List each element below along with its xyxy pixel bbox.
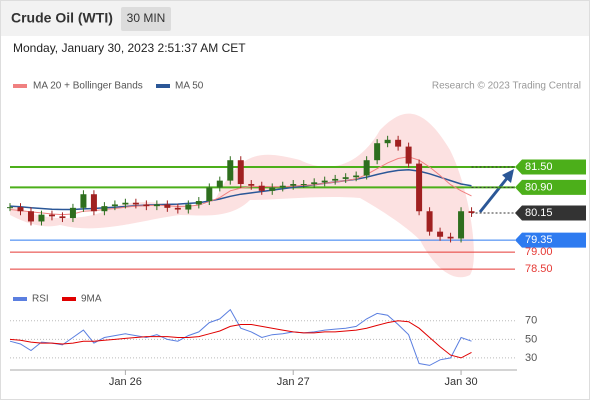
level-label: 80.15 [525, 207, 553, 219]
candle [59, 216, 66, 219]
candle [111, 204, 118, 207]
candle [132, 202, 139, 205]
interval-badge[interactable] [121, 7, 171, 31]
candle [153, 204, 160, 207]
candle [174, 207, 181, 210]
level-label: 79.35 [525, 234, 553, 246]
candle [447, 236, 454, 239]
candle [374, 143, 381, 161]
candle [290, 184, 297, 186]
x-tick-label: Jan 27 [277, 376, 310, 388]
legend-label: MA 20 + Bollinger Bands [33, 81, 143, 92]
candle [7, 207, 13, 209]
y-tick-label: 50 [525, 333, 537, 345]
candle [206, 187, 213, 202]
rsi-line [9, 320, 472, 359]
candle [321, 180, 328, 183]
candle [48, 214, 55, 217]
bollinger-band [10, 113, 474, 278]
candle [416, 163, 423, 212]
level-tag [515, 232, 586, 248]
candle [332, 178, 339, 181]
candle [405, 146, 412, 164]
candle [143, 204, 150, 207]
legend-swatch [156, 84, 170, 88]
candle [248, 184, 255, 186]
candle [90, 194, 97, 212]
legend-swatch [13, 297, 27, 301]
level-tag [515, 179, 586, 195]
candle [17, 207, 24, 212]
legend-swatch [13, 84, 27, 88]
y-tick-label: 30 [525, 352, 537, 364]
candle [101, 206, 108, 212]
candle [227, 160, 234, 181]
candle [437, 231, 444, 237]
legend-swatch [62, 297, 76, 301]
candle [185, 204, 192, 210]
y-tick-label: 70 [525, 315, 537, 327]
level-label: 81.50 [525, 161, 553, 173]
candle [195, 201, 202, 205]
candle [342, 177, 349, 179]
candle [300, 184, 307, 186]
candle [279, 185, 286, 188]
forecast-arrow [478, 176, 510, 213]
level-label: 79.00 [525, 246, 553, 258]
level-tag [515, 205, 586, 221]
level-label: 80.90 [525, 181, 553, 193]
candle [258, 185, 265, 191]
title: Crude Oil (WTI) [11, 10, 113, 26]
level-tag [515, 159, 586, 175]
candle [395, 139, 402, 147]
candle [216, 180, 223, 188]
candle [27, 211, 34, 222]
x-tick-label: Jan 26 [109, 376, 142, 388]
interval[interactable]: 30 MIN [127, 11, 166, 25]
candle [269, 187, 276, 191]
candle [122, 202, 129, 205]
ma-line [9, 156, 472, 216]
candle [468, 211, 475, 213]
legend-label: RSI [32, 294, 49, 305]
x-tick-label: Jan 30 [445, 376, 478, 388]
candle [237, 160, 244, 185]
legend-label: MA 50 [175, 81, 204, 92]
candle [80, 194, 87, 208]
ma-line [9, 168, 472, 211]
candle [164, 204, 171, 208]
candle [363, 160, 370, 176]
legend-label: 9MA [81, 294, 102, 305]
date: Monday, January 30, 2023 2:51:37 AM CET [13, 41, 246, 55]
credit: Research © 2023 Trading Central [432, 81, 581, 92]
forecast-arrow-head [502, 169, 514, 183]
candle [384, 139, 391, 144]
candle [458, 211, 465, 239]
candle [353, 175, 360, 178]
candle [311, 182, 318, 185]
candle [69, 207, 76, 219]
candle [426, 211, 433, 232]
level-label: 78.50 [525, 263, 553, 275]
header-bar [1, 1, 589, 36]
candle [38, 214, 45, 222]
